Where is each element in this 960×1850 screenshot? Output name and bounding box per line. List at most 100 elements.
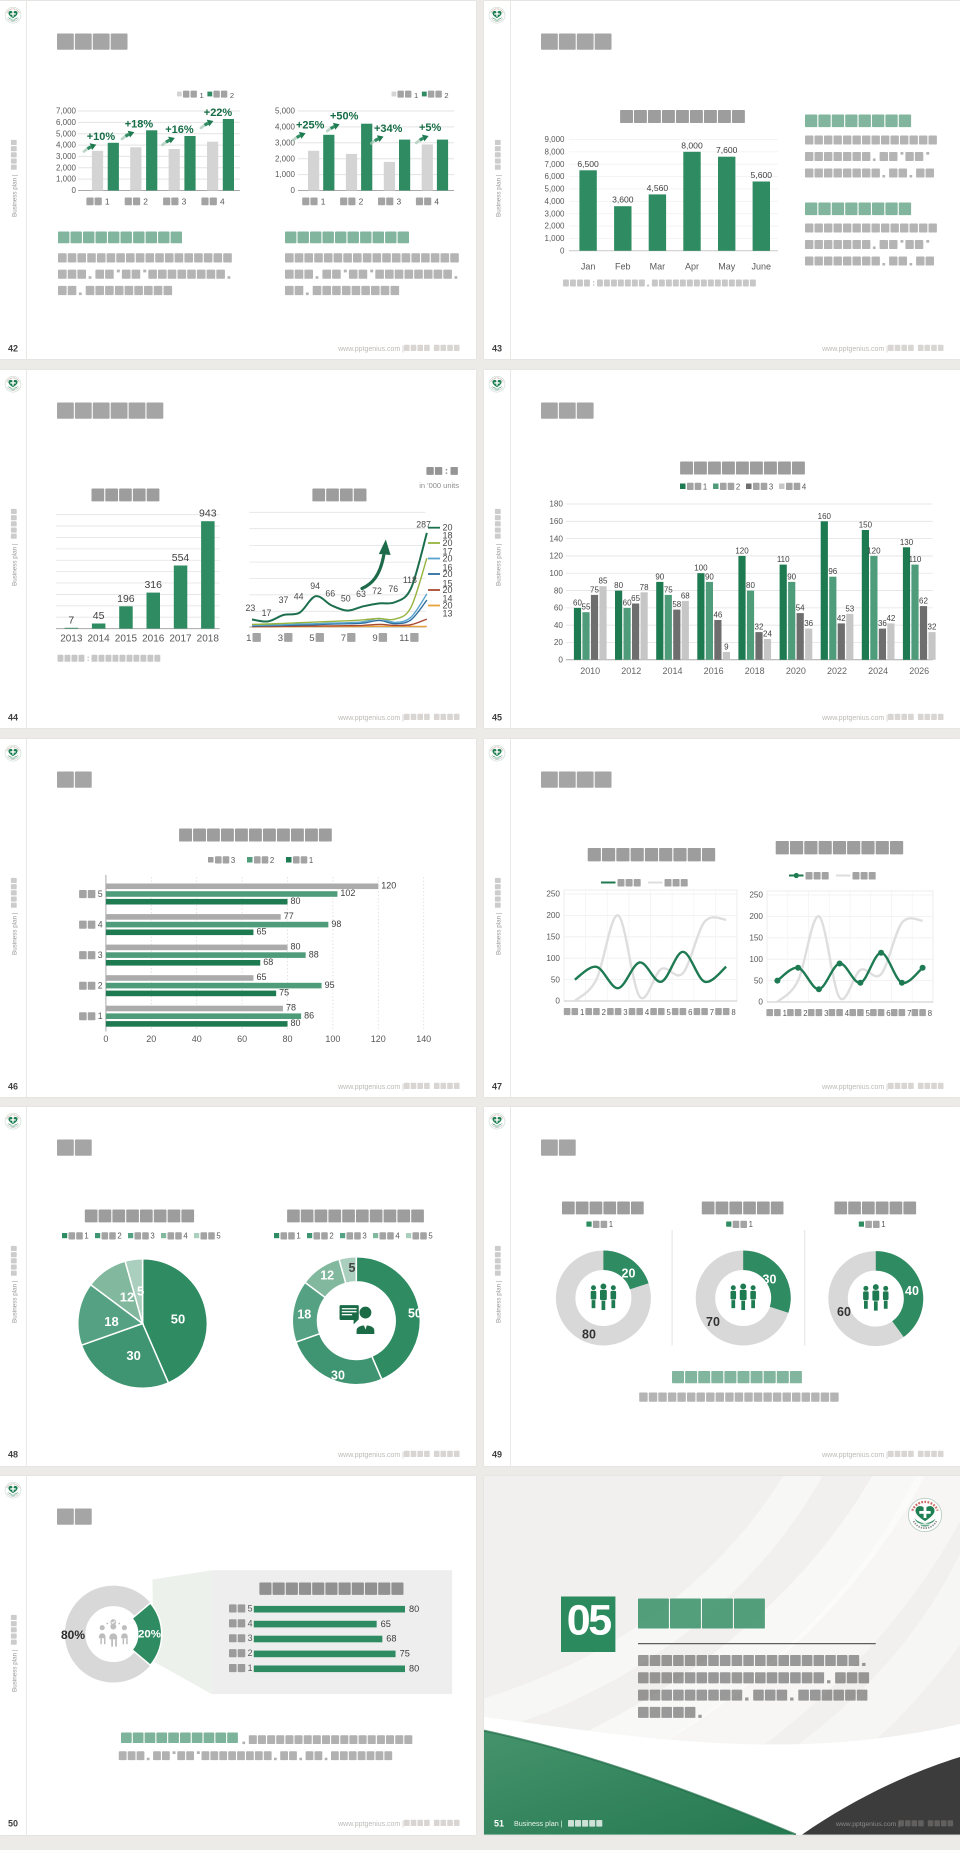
svg-text:2018: 2018 (745, 666, 765, 676)
svg-text:8,000: 8,000 (545, 147, 566, 156)
svg-text:3: 3 (769, 482, 773, 491)
svg-text:50: 50 (754, 976, 764, 985)
svg-text:2: 2 (143, 197, 148, 207)
svg-text:Feb: Feb (615, 261, 630, 271)
svg-text:43: 43 (492, 343, 502, 353)
svg-text:0: 0 (558, 655, 563, 664)
svg-text:120: 120 (867, 546, 881, 555)
svg-text:4,000: 4,000 (275, 122, 296, 131)
svg-text:www.pptgenius.com |: www.pptgenius.com | (337, 1452, 404, 1459)
svg-text:75: 75 (279, 987, 289, 997)
svg-text:120: 120 (735, 546, 749, 555)
svg-text:1: 1 (703, 482, 707, 491)
svg-text:42: 42 (837, 614, 846, 623)
svg-text:4: 4 (645, 1007, 650, 1016)
svg-text:8: 8 (928, 1008, 932, 1017)
svg-text:2016: 2016 (142, 633, 165, 644)
svg-text:30: 30 (126, 1348, 140, 1363)
svg-text:160: 160 (818, 511, 832, 520)
svg-text:8,000: 8,000 (681, 140, 703, 150)
svg-text:100: 100 (546, 953, 560, 962)
svg-text:2,000: 2,000 (56, 163, 77, 172)
svg-text:102: 102 (340, 888, 355, 898)
svg-text:+25%: +25% (296, 119, 325, 131)
svg-text:18: 18 (104, 1314, 118, 1329)
svg-text:2012: 2012 (621, 666, 641, 676)
svg-text:80: 80 (614, 581, 623, 590)
svg-text:55: 55 (582, 602, 591, 611)
svg-text:1,000: 1,000 (56, 175, 77, 184)
svg-text:7,000: 7,000 (545, 160, 566, 169)
svg-text:77: 77 (284, 911, 294, 921)
svg-text:05: 05 (567, 1597, 611, 1645)
svg-text:20: 20 (442, 600, 452, 610)
svg-text:16: 16 (442, 562, 452, 572)
svg-text:9,000: 9,000 (545, 135, 566, 144)
svg-text:5: 5 (866, 1008, 870, 1017)
svg-text:90: 90 (705, 572, 714, 581)
svg-text:www.pptgenius.com |: www.pptgenius.com | (337, 715, 404, 722)
svg-text:37: 37 (279, 595, 289, 605)
svg-text:80: 80 (409, 1604, 419, 1614)
svg-text:7: 7 (341, 633, 346, 644)
svg-text:3,600: 3,600 (612, 195, 634, 205)
svg-text:40: 40 (554, 621, 564, 630)
svg-text:20: 20 (442, 569, 452, 579)
svg-text:60: 60 (554, 603, 564, 612)
svg-text:42: 42 (8, 343, 18, 353)
svg-text:Business plan |: Business plan | (11, 543, 18, 586)
svg-text:95: 95 (325, 979, 335, 989)
svg-text:Jan: Jan (581, 261, 596, 271)
svg-text:5: 5 (98, 888, 103, 898)
svg-text:98: 98 (331, 918, 341, 928)
svg-text:140: 140 (549, 534, 563, 543)
svg-text:316: 316 (144, 580, 162, 591)
svg-text:63: 63 (356, 589, 366, 599)
svg-text:2016: 2016 (704, 666, 724, 676)
svg-text:23: 23 (246, 603, 256, 613)
svg-text:68: 68 (681, 591, 690, 600)
svg-text:2: 2 (98, 980, 103, 990)
svg-text:6,000: 6,000 (545, 172, 566, 181)
svg-text:2,000: 2,000 (275, 154, 296, 163)
svg-text:2020: 2020 (786, 666, 806, 676)
svg-text:7,000: 7,000 (56, 106, 77, 115)
svg-text:3,000: 3,000 (275, 138, 296, 147)
svg-text:2010: 2010 (580, 666, 600, 676)
svg-text:200: 200 (749, 912, 763, 921)
svg-text:0: 0 (291, 186, 296, 195)
svg-text:www.pptgenius.com |: www.pptgenius.com | (821, 715, 888, 722)
svg-text:4,000: 4,000 (56, 141, 77, 150)
svg-text:96: 96 (828, 567, 837, 576)
svg-text:50: 50 (551, 975, 561, 984)
svg-text:1: 1 (881, 1220, 885, 1229)
svg-text:86: 86 (304, 1010, 314, 1020)
svg-text:90: 90 (655, 572, 664, 581)
svg-text:1: 1 (84, 1232, 88, 1241)
svg-text:24: 24 (763, 629, 772, 638)
svg-text:20: 20 (146, 1033, 156, 1043)
svg-text:1,000: 1,000 (275, 170, 296, 179)
svg-text:4,560: 4,560 (647, 183, 669, 193)
svg-text:80: 80 (290, 941, 300, 951)
svg-text:94: 94 (310, 581, 320, 591)
svg-text:0: 0 (72, 186, 77, 195)
svg-text:7: 7 (710, 1007, 714, 1016)
svg-text:68: 68 (386, 1634, 396, 1644)
svg-text:+34%: +34% (374, 123, 403, 135)
svg-text:+50%: +50% (330, 110, 359, 122)
svg-text:44: 44 (294, 591, 304, 601)
svg-text:7: 7 (68, 615, 74, 626)
svg-text:120: 120 (371, 1033, 386, 1043)
svg-text:44: 44 (8, 712, 18, 722)
svg-text:6: 6 (886, 1008, 890, 1017)
svg-text:80: 80 (290, 1018, 300, 1028)
svg-text:40: 40 (192, 1033, 202, 1043)
svg-text:49: 49 (492, 1450, 502, 1460)
svg-text:14: 14 (442, 593, 452, 603)
svg-text:1: 1 (783, 1008, 787, 1017)
svg-text:4: 4 (220, 197, 225, 207)
svg-text:250: 250 (749, 890, 763, 899)
svg-text:20%: 20% (138, 1629, 161, 1641)
svg-text:5: 5 (248, 1603, 253, 1613)
